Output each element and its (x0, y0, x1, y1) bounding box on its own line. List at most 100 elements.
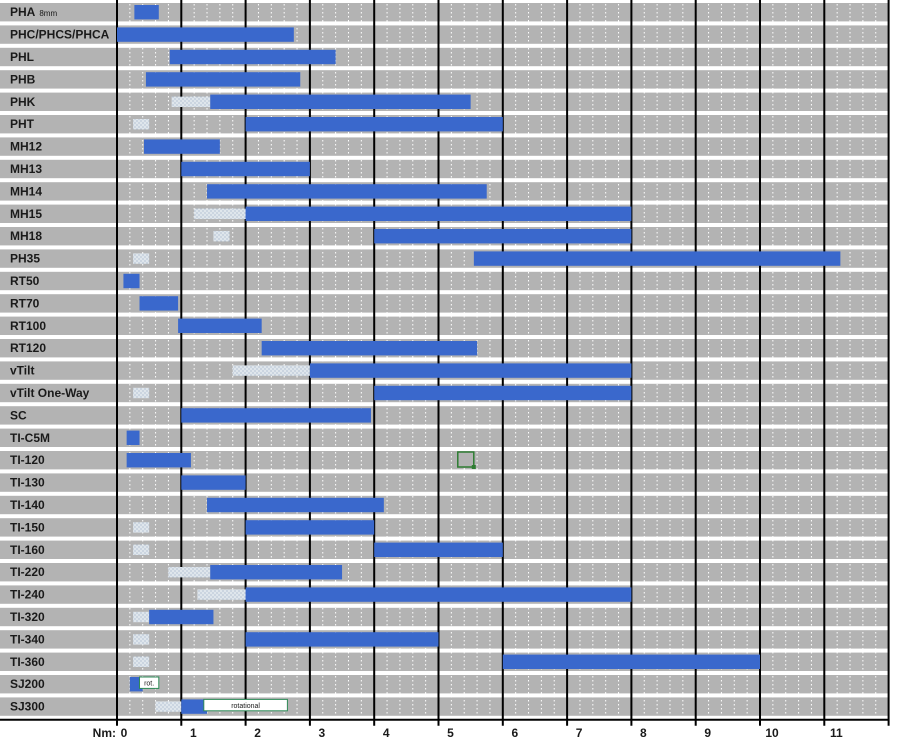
range-bar-ti-340 (245, 632, 439, 647)
row-label-rt50: RT50 (10, 274, 40, 288)
range-bar-phc-phcs-phca (117, 27, 294, 42)
row-label-ti-340: TI-340 (10, 632, 45, 646)
row-label-vtilt-one-way: vTilt One-Way (10, 386, 90, 400)
dotted-range-ti-360 (133, 656, 150, 667)
annotation-text-sj200: rot. (144, 680, 154, 687)
row-bg-ti-c5m (0, 428, 888, 447)
row-label-ti-130: TI-130 (10, 476, 45, 490)
x-tick-label-1: 1 (190, 726, 197, 740)
row-sublabel-pha: 8mm (39, 9, 57, 18)
range-bar-rt70 (139, 296, 179, 311)
dotted-range-ph35 (133, 253, 150, 264)
dotted-range-ti-320 (133, 611, 150, 623)
dotted-range-phk (171, 96, 211, 107)
row-label-mh18: MH18 (10, 229, 42, 243)
x-tick-label-7: 7 (576, 726, 583, 740)
annotations: rot. rotational (139, 451, 476, 712)
row-bg-sj300 (0, 697, 888, 716)
row-backgrounds (0, 3, 888, 716)
dotted-range-ti-150 (133, 522, 150, 533)
row-label-mh12: MH12 (10, 140, 42, 154)
range-bar-pha (134, 5, 159, 20)
range-bar-pht (245, 117, 503, 132)
range-bar-ti-150 (245, 520, 375, 535)
range-bar-ti-240 (245, 587, 632, 602)
x-tick-label-4: 4 (383, 726, 390, 740)
annotation-text-sj300: rotational (231, 703, 260, 710)
x-axis-label: Nm: (93, 726, 116, 740)
marker-handle (471, 465, 476, 469)
range-bar-rt120 (261, 341, 478, 356)
x-tick-label-2: 2 (254, 726, 261, 740)
range-bar-mh18 (374, 229, 632, 244)
range-bar-vtilt-one-way (374, 385, 632, 401)
dotted-range-ti-220 (168, 567, 211, 578)
row-label-phb: PHB (10, 72, 36, 86)
range-bar-vtilt (309, 363, 632, 378)
row-label-pht: PHT (10, 117, 35, 131)
range-bar-ti-140 (207, 497, 384, 513)
range-bar-ti-320 (149, 609, 214, 625)
dotted-range-mh18 (213, 231, 230, 242)
row-label-ti-360: TI-360 (10, 655, 45, 669)
range-bar-ti-c5m (126, 430, 140, 445)
row-label-pha: PHA 8mm (10, 5, 57, 19)
x-axis: Nm: 0 1 2 3 4 5 6 7 8 9 10 11 (0, 718, 888, 740)
range-bar-sj300 (181, 699, 208, 714)
dotted-range-ti-160 (133, 544, 150, 555)
row-label-mh14: MH14 (10, 184, 42, 198)
row-bg-mh12 (0, 137, 888, 156)
x-tick-label-0: 0 (121, 726, 128, 740)
row-bg-ti-320 (0, 607, 888, 627)
row-label-rt120: RT120 (10, 341, 46, 355)
range-bar-ti-160 (374, 542, 503, 557)
row-label-ti-220: TI-220 (10, 565, 45, 579)
range-bar-rt50 (123, 273, 140, 289)
row-bg-phb (0, 70, 888, 89)
row-label-ti-c5m: TI-C5M (10, 431, 50, 445)
annotation-box-sj200 (139, 676, 160, 689)
dotted-range-sj300 (155, 701, 182, 712)
dotted-range-vtilt (232, 365, 310, 376)
range-bar-mh13 (181, 161, 310, 177)
row-label-vtilt: vTilt (10, 364, 34, 378)
range-bar-ti-120 (126, 453, 191, 468)
row-bg-phl (0, 47, 888, 67)
row-bg-rt50 (0, 271, 888, 291)
row-label-mh15: MH15 (10, 207, 42, 221)
row-bg-ti-140 (0, 495, 888, 515)
range-bar-ti-130 (181, 475, 246, 490)
row-bg-sj200 (0, 675, 888, 694)
range-bar-rt100 (178, 318, 262, 333)
row-bg-pha (0, 3, 888, 22)
row-bg-ti-130 (0, 473, 888, 492)
row-bg-ti-340 (0, 630, 888, 649)
range-bar-ti-220 (210, 565, 343, 580)
row-label-ti-120: TI-120 (10, 453, 45, 467)
range-bar-phb (145, 72, 301, 87)
x-tick-label-10: 10 (765, 726, 779, 740)
dotted-range-pht (133, 119, 150, 130)
annotation-box-sj300 (203, 698, 288, 712)
row-bg-rt100 (0, 316, 888, 335)
range-bar-sc (181, 408, 371, 423)
row-labels: PHA 8mm PHC/PHCS/PHCA PHL PHB PHK PHT MH12 MH13 M… (10, 5, 110, 713)
dotted-range-ti-340 (133, 634, 150, 645)
x-tick-label-6: 6 (511, 726, 518, 740)
dotted-range-vtilt-one-way (133, 387, 150, 399)
x-tick-label-3: 3 (319, 726, 326, 740)
row-label-sj300: SJ300 (10, 700, 45, 714)
row-bg-mh13 (0, 159, 888, 179)
row-label-sj200: SJ200 (10, 677, 45, 691)
row-label-phk: PHK (10, 95, 36, 109)
row-bg-ti-120 (0, 451, 888, 470)
row-label-ti-320: TI-320 (10, 610, 45, 624)
x-tick-label-9: 9 (704, 726, 711, 740)
range-bars (117, 5, 841, 714)
row-bg-ti-220 (0, 563, 888, 582)
row-bg-sc (0, 406, 888, 425)
range-bar-mh14 (207, 184, 487, 199)
range-bar-phk (210, 94, 471, 109)
range-bar-ph35 (473, 251, 841, 266)
